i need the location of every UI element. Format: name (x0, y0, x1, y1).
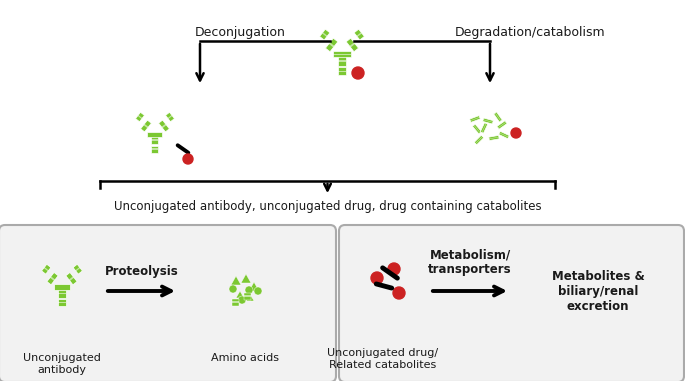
Polygon shape (232, 298, 240, 306)
Polygon shape (246, 294, 254, 301)
Polygon shape (497, 121, 507, 129)
Circle shape (238, 296, 246, 304)
Polygon shape (58, 299, 66, 306)
Polygon shape (475, 136, 483, 144)
Polygon shape (346, 38, 358, 52)
Text: Proteolysis: Proteolysis (105, 265, 179, 278)
Polygon shape (42, 264, 51, 274)
Circle shape (393, 287, 405, 299)
Text: Unconjugated
antibody: Unconjugated antibody (23, 353, 101, 375)
Polygon shape (338, 60, 346, 62)
Circle shape (511, 128, 521, 138)
Polygon shape (136, 112, 145, 122)
Polygon shape (73, 264, 82, 274)
Polygon shape (494, 112, 502, 122)
Polygon shape (483, 120, 493, 123)
Polygon shape (58, 293, 66, 294)
Polygon shape (470, 116, 480, 122)
Polygon shape (473, 125, 480, 133)
Polygon shape (54, 285, 70, 290)
Polygon shape (58, 289, 66, 298)
Polygon shape (489, 137, 499, 139)
Polygon shape (236, 291, 244, 298)
Polygon shape (232, 301, 240, 303)
Polygon shape (474, 135, 484, 145)
Circle shape (352, 67, 364, 79)
Polygon shape (58, 302, 66, 303)
Polygon shape (168, 115, 173, 119)
Polygon shape (499, 133, 509, 138)
Polygon shape (338, 71, 346, 72)
Polygon shape (166, 112, 175, 122)
Polygon shape (75, 267, 80, 271)
Circle shape (371, 272, 383, 284)
Text: Unconjugated antibody, unconjugated drug, drug containing catabolites: Unconjugated antibody, unconjugated drug… (114, 200, 541, 213)
Polygon shape (320, 29, 330, 40)
Polygon shape (354, 29, 364, 40)
Polygon shape (349, 42, 356, 48)
Polygon shape (66, 272, 77, 285)
Polygon shape (159, 120, 169, 132)
Polygon shape (499, 131, 509, 139)
Polygon shape (50, 276, 55, 281)
Circle shape (245, 286, 253, 294)
Circle shape (183, 154, 193, 164)
Circle shape (388, 263, 400, 275)
Polygon shape (325, 38, 338, 52)
Polygon shape (249, 282, 259, 291)
Polygon shape (338, 56, 346, 66)
Polygon shape (473, 124, 482, 134)
Text: Degradation/catabolism: Degradation/catabolism (455, 26, 606, 39)
Text: Metabolites &
biliary/renal
excretion: Metabolites & biliary/renal excretion (551, 269, 645, 312)
Polygon shape (482, 123, 486, 133)
Polygon shape (483, 118, 493, 124)
Polygon shape (151, 136, 158, 144)
FancyBboxPatch shape (339, 225, 684, 381)
Polygon shape (245, 293, 251, 299)
Polygon shape (147, 131, 162, 136)
Polygon shape (338, 67, 346, 75)
Polygon shape (162, 124, 166, 128)
Polygon shape (470, 117, 479, 121)
Polygon shape (231, 276, 241, 285)
Polygon shape (329, 42, 334, 48)
Polygon shape (138, 115, 142, 119)
Polygon shape (495, 113, 501, 121)
Polygon shape (151, 146, 158, 152)
Polygon shape (357, 32, 362, 37)
Circle shape (254, 287, 262, 295)
Polygon shape (322, 32, 327, 37)
Polygon shape (140, 120, 151, 132)
Polygon shape (47, 272, 58, 285)
Polygon shape (44, 267, 49, 271)
Text: Deconjugation: Deconjugation (195, 26, 286, 39)
Circle shape (229, 285, 237, 293)
Text: Unconjugated drug/
Related catabolites: Unconjugated drug/ Related catabolites (327, 348, 438, 370)
FancyBboxPatch shape (0, 225, 336, 381)
Polygon shape (480, 123, 488, 133)
Polygon shape (144, 124, 149, 128)
Text: Amino acids: Amino acids (211, 353, 279, 363)
Polygon shape (489, 135, 499, 141)
Polygon shape (241, 274, 251, 283)
Polygon shape (151, 139, 158, 141)
Polygon shape (334, 51, 351, 57)
Text: Metabolism/
transporters: Metabolism/ transporters (428, 248, 512, 276)
Polygon shape (69, 276, 74, 281)
Polygon shape (498, 122, 506, 128)
